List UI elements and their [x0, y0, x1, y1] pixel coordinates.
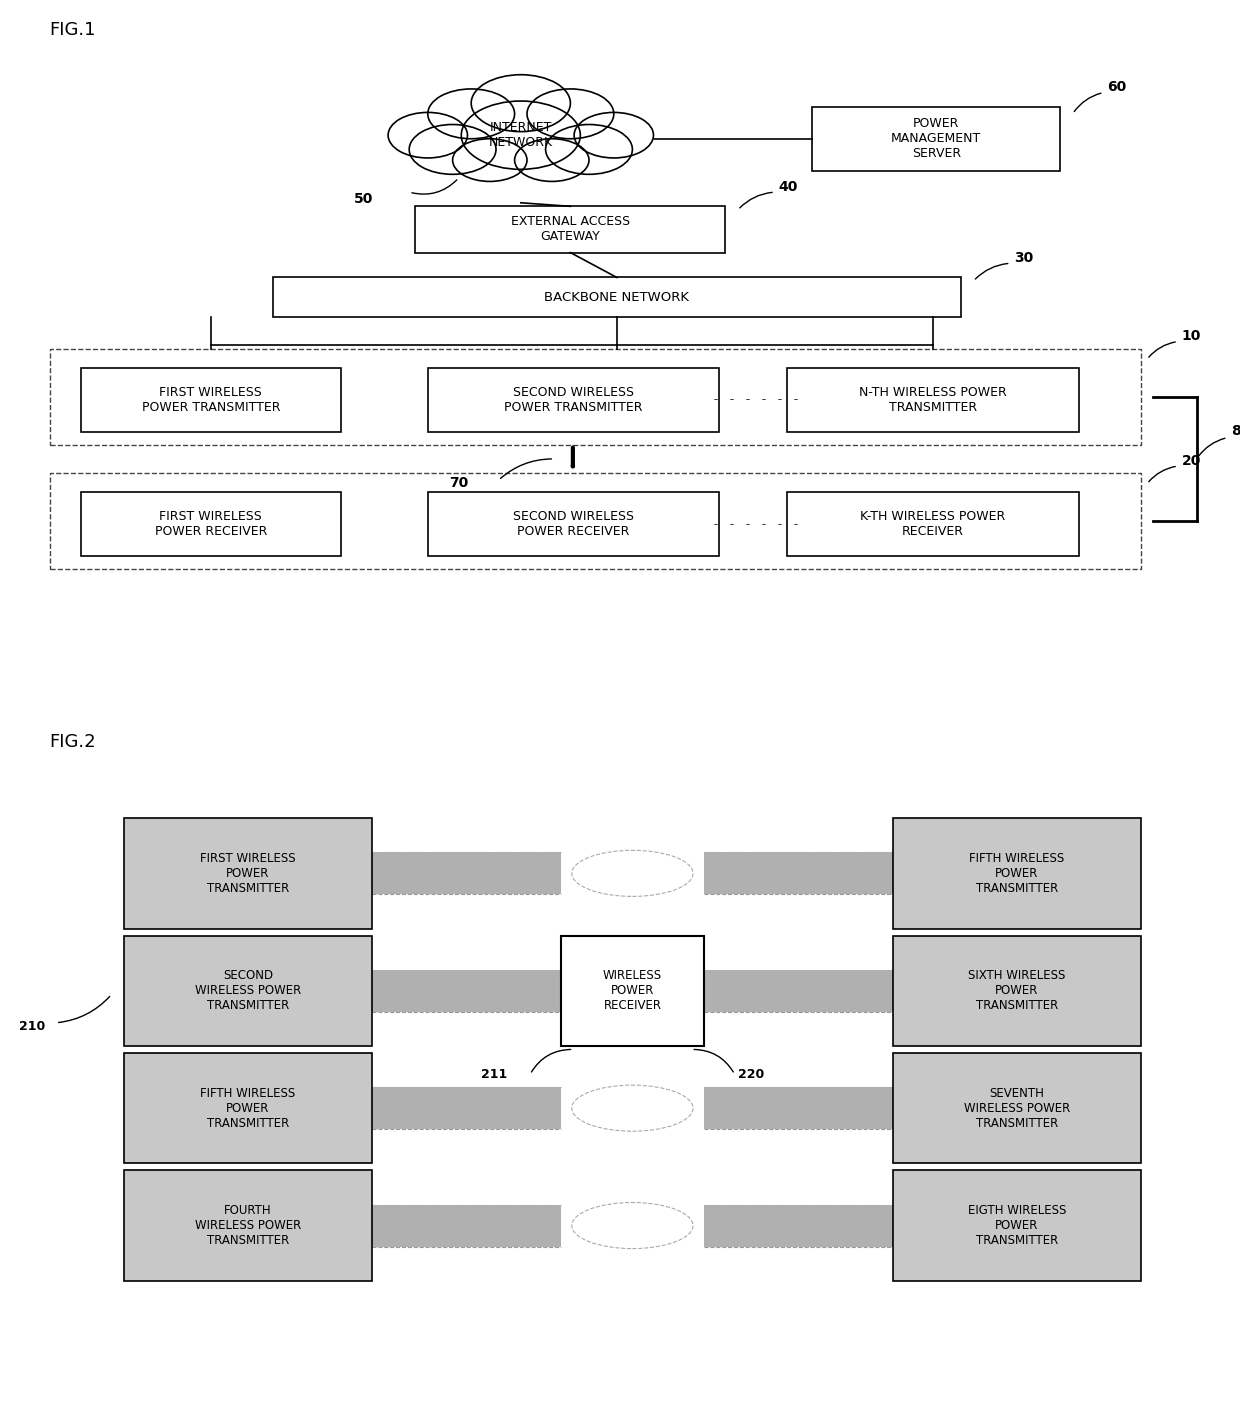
Circle shape [515, 139, 589, 182]
FancyBboxPatch shape [372, 1087, 560, 1128]
FancyBboxPatch shape [787, 367, 1079, 433]
Text: - - - - - -: - - - - - - [713, 518, 800, 531]
Text: FIFTH WIRELESS
POWER
TRANSMITTER: FIFTH WIRELESS POWER TRANSMITTER [201, 1087, 295, 1130]
FancyBboxPatch shape [372, 852, 560, 894]
Text: SECOND WIRELESS
POWER RECEIVER: SECOND WIRELESS POWER RECEIVER [513, 511, 634, 538]
Text: FIRST WIRELESS
POWER TRANSMITTER: FIRST WIRELESS POWER TRANSMITTER [141, 386, 280, 414]
Text: K-TH WIRELESS POWER
RECEIVER: K-TH WIRELESS POWER RECEIVER [861, 511, 1006, 538]
Circle shape [461, 101, 580, 169]
Text: 60: 60 [1107, 80, 1127, 94]
Text: 70: 70 [449, 477, 469, 491]
Text: FIG.1: FIG.1 [50, 21, 97, 40]
Text: 80: 80 [1231, 424, 1240, 438]
FancyBboxPatch shape [428, 492, 719, 556]
FancyBboxPatch shape [704, 852, 893, 894]
FancyBboxPatch shape [273, 277, 961, 316]
FancyBboxPatch shape [124, 936, 372, 1046]
FancyBboxPatch shape [893, 1170, 1141, 1281]
FancyBboxPatch shape [812, 107, 1060, 171]
Text: 10: 10 [1182, 329, 1202, 343]
FancyBboxPatch shape [372, 970, 560, 1012]
Text: SEVENTH
WIRELESS POWER
TRANSMITTER: SEVENTH WIRELESS POWER TRANSMITTER [963, 1087, 1070, 1130]
FancyBboxPatch shape [81, 492, 341, 556]
FancyBboxPatch shape [893, 1053, 1141, 1164]
Circle shape [574, 112, 653, 158]
Text: FIRST WIRELESS
POWER RECEIVER: FIRST WIRELESS POWER RECEIVER [155, 511, 267, 538]
Text: 40: 40 [779, 179, 799, 194]
Circle shape [527, 88, 614, 138]
FancyBboxPatch shape [787, 492, 1079, 556]
FancyBboxPatch shape [415, 206, 725, 253]
Circle shape [388, 112, 467, 158]
Text: WIRELESS
POWER
RECEIVER: WIRELESS POWER RECEIVER [603, 969, 662, 1012]
Text: FIFTH WIRELESS
POWER
TRANSMITTER: FIFTH WIRELESS POWER TRANSMITTER [970, 852, 1064, 895]
FancyBboxPatch shape [704, 1205, 893, 1247]
FancyBboxPatch shape [428, 367, 719, 433]
Text: EXTERNAL ACCESS
GATEWAY: EXTERNAL ACCESS GATEWAY [511, 215, 630, 243]
Circle shape [409, 125, 496, 174]
Text: FOURTH
WIRELESS POWER
TRANSMITTER: FOURTH WIRELESS POWER TRANSMITTER [195, 1204, 301, 1247]
Text: SECOND
WIRELESS POWER
TRANSMITTER: SECOND WIRELESS POWER TRANSMITTER [195, 969, 301, 1012]
Text: SECOND WIRELESS
POWER TRANSMITTER: SECOND WIRELESS POWER TRANSMITTER [505, 386, 642, 414]
FancyBboxPatch shape [893, 818, 1141, 929]
Text: SIXTH WIRELESS
POWER
TRANSMITTER: SIXTH WIRELESS POWER TRANSMITTER [968, 969, 1065, 1012]
FancyBboxPatch shape [124, 1053, 372, 1164]
Text: POWER
MANAGEMENT
SERVER: POWER MANAGEMENT SERVER [892, 117, 981, 161]
FancyBboxPatch shape [124, 1170, 372, 1281]
FancyBboxPatch shape [704, 970, 893, 1012]
Text: N-TH WIRELESS POWER
TRANSMITTER: N-TH WIRELESS POWER TRANSMITTER [859, 386, 1007, 414]
Text: - - - - - -: - - - - - - [713, 393, 800, 407]
Text: INTERNET
NETWORK: INTERNET NETWORK [489, 121, 553, 149]
Circle shape [471, 74, 570, 132]
FancyBboxPatch shape [893, 936, 1141, 1046]
Text: 220: 220 [739, 1067, 765, 1081]
Text: 30: 30 [1014, 250, 1034, 265]
Circle shape [428, 88, 515, 138]
Text: 211: 211 [481, 1067, 507, 1081]
FancyBboxPatch shape [124, 818, 372, 929]
FancyBboxPatch shape [81, 367, 341, 433]
Text: 50: 50 [353, 192, 373, 206]
FancyBboxPatch shape [704, 1087, 893, 1128]
Text: FIG.2: FIG.2 [50, 733, 97, 751]
FancyBboxPatch shape [372, 1205, 560, 1247]
Circle shape [453, 139, 527, 182]
Circle shape [546, 125, 632, 174]
Text: EIGTH WIRELESS
POWER
TRANSMITTER: EIGTH WIRELESS POWER TRANSMITTER [967, 1204, 1066, 1247]
Text: 20: 20 [1182, 454, 1202, 468]
Text: BACKBONE NETWORK: BACKBONE NETWORK [544, 290, 689, 303]
FancyBboxPatch shape [560, 936, 704, 1046]
Text: FIRST WIRELESS
POWER
TRANSMITTER: FIRST WIRELESS POWER TRANSMITTER [200, 852, 296, 895]
Text: 210: 210 [19, 1020, 45, 1033]
